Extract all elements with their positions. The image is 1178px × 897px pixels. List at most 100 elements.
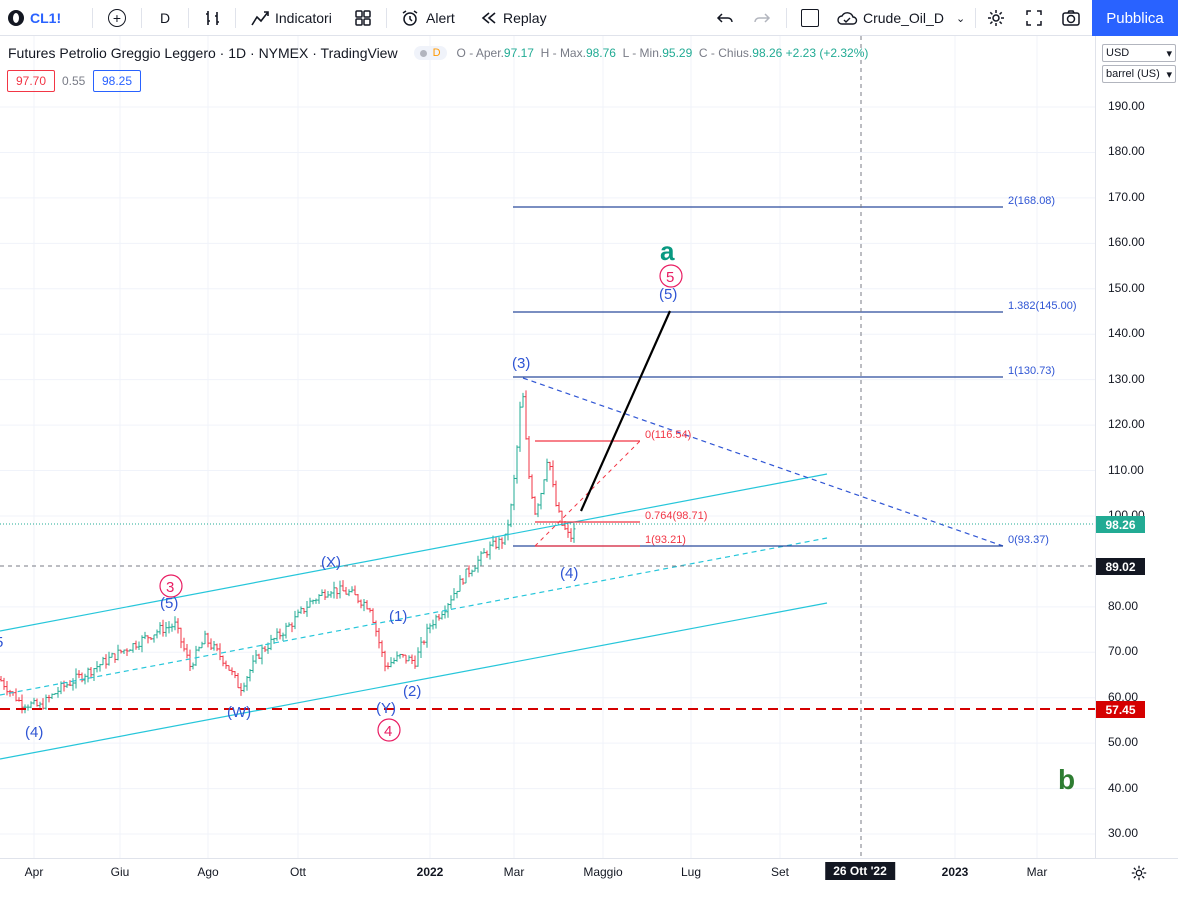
price-tick-label: 190.00 [1108, 99, 1145, 113]
price-axis[interactable] [1095, 36, 1178, 858]
fib-label-0: 0(93.37) [1008, 534, 1049, 546]
replay-label: Replay [503, 10, 547, 26]
wave-label-4-main: (4) [560, 565, 578, 582]
fib-label-1: 1(130.73) [1008, 365, 1055, 377]
divider [786, 8, 787, 28]
time-tick-label: Mar [503, 865, 525, 879]
chart-title[interactable]: Futures Petrolio Greggio Leggero · 1D · … [8, 45, 398, 61]
price-tick-label: 50.00 [1108, 735, 1139, 750]
alert-button[interactable]: Alert [400, 0, 455, 36]
wave-label-X: (X) [321, 554, 341, 571]
fib-inner-label-0764: 0.764(98.71) [645, 510, 707, 522]
fullscreen-layout-button[interactable] [801, 0, 819, 36]
divider [92, 8, 93, 28]
price-tick-label: 120.00 [1108, 417, 1145, 432]
chevron-down-icon: ⌄ [955, 12, 966, 25]
projection-line[interactable] [579, 310, 672, 512]
sell-price-box[interactable]: 97.70 [7, 70, 55, 92]
time-axis[interactable] [0, 858, 1178, 897]
wave-circle-3 [159, 574, 183, 598]
wave-label-W: (W) [227, 704, 251, 721]
unit-value: barrel (US) [1106, 68, 1160, 80]
fullscreen-button[interactable] [1025, 0, 1043, 36]
alert-label: Alert [426, 10, 455, 26]
fib-retracement[interactable]: 0(116.54) 0.764(98.71) 1(93.21) [534, 429, 707, 547]
wave-label-c5: 5 [666, 269, 674, 286]
high-value: 98.76 [585, 46, 616, 60]
low-label: L - Min. [622, 46, 663, 60]
fullscreen-icon [1026, 10, 1042, 26]
price-tick-label: 80.00 [1108, 598, 1139, 613]
publish-button[interactable]: Pubblica [1092, 0, 1178, 36]
bar-chart-icon [206, 11, 219, 25]
last-price-tag: 98.26 [1096, 516, 1145, 533]
wave-circle-5 [659, 264, 683, 288]
settings-button[interactable] [986, 0, 1006, 36]
fib-label-1382: 1.382(145.00) [1008, 300, 1077, 312]
trend-channel[interactable] [0, 473, 828, 760]
price-tick-label: 160.00 [1108, 235, 1145, 250]
crosshair-price-tag: 89.02 [1096, 558, 1145, 575]
time-tick-label: Maggio [583, 865, 623, 879]
interval-button[interactable]: D [160, 0, 170, 36]
undo-icon [716, 13, 733, 23]
undo-button[interactable] [716, 0, 734, 36]
divider [188, 8, 189, 28]
buy-price-box[interactable]: 98.25 [93, 70, 141, 92]
chart-type-button[interactable] [204, 0, 222, 36]
divider [141, 8, 142, 28]
fib-inner-label-1: 1(93.21) [645, 534, 686, 546]
fib-extension[interactable]: 2(168.08) 1.382(145.00) 1(130.73) 0(93.3… [513, 195, 1077, 547]
wave-label-b: b [1058, 764, 1075, 795]
redo-button[interactable] [753, 0, 771, 36]
axis-settings-button[interactable] [1130, 864, 1148, 887]
wave-labels[interactable]: (3) (4) (5) 5 a 3 (5) (X) (1) (2) (W) (Y… [0, 236, 1075, 795]
time-tick-label: Set [770, 865, 790, 879]
wave-label-edge: 5 [0, 634, 3, 651]
time-tick-label: Apr [24, 865, 44, 879]
indicators-button[interactable]: Indicatori [250, 0, 332, 36]
fib-label-2: 2(168.08) [1008, 195, 1055, 207]
chevron-down-icon: ▾ [1166, 47, 1172, 60]
symbol-name: CL1! [30, 10, 62, 26]
time-tick-label: Giu [110, 865, 130, 879]
time-tick-label: 2022 [416, 865, 444, 879]
layout-name: Crude_Oil_D [863, 10, 944, 26]
chevron-down-icon: ▾ [1166, 68, 1172, 81]
change-value: +2.23 (+2.32%) [785, 46, 869, 60]
channel-upper-line [0, 473, 828, 632]
templates-button[interactable] [354, 0, 372, 36]
time-tick-label: Ott [289, 865, 307, 879]
price-tick-label: 110.00 [1108, 462, 1144, 477]
price-bars [0, 390, 576, 714]
currency-value: USD [1106, 47, 1130, 59]
price-tick-label: 180.00 [1108, 144, 1145, 159]
gear-icon [988, 10, 1004, 26]
wave-label-Y: (Y) [376, 700, 396, 717]
chart-legend: Futures Petrolio Greggio Leggero · 1D · … [8, 45, 868, 61]
plus-circle-icon: + [108, 9, 126, 27]
interval-label: D [160, 10, 171, 26]
compare-button[interactable]: + [108, 0, 126, 36]
replay-button[interactable]: Replay [480, 0, 547, 36]
chart-grid [0, 36, 1095, 858]
ohlc-values: O - Aper.97.17 H - Max.98.76 L - Min.95.… [457, 46, 869, 60]
currency-select[interactable]: USD ▾ [1102, 44, 1176, 62]
gear-icon [1131, 865, 1147, 881]
divider [386, 8, 387, 28]
screenshot-button[interactable] [1061, 0, 1081, 36]
close-value: 98.26 [752, 46, 783, 60]
divider [235, 8, 236, 28]
indicators-label: Indicatori [275, 10, 332, 26]
downtrend-line[interactable] [522, 377, 1004, 547]
symbol-logo-icon [8, 10, 24, 26]
layout-menu[interactable]: Crude_Oil_D ⌄ [836, 0, 965, 36]
data-status-badge[interactable]: D [413, 46, 447, 60]
time-tick-label: Ago [197, 865, 219, 879]
symbol-search[interactable]: CL1! [8, 0, 61, 36]
divider [975, 8, 976, 28]
unit-select[interactable]: barrel (US) ▾ [1102, 65, 1176, 83]
fib-inner-trend [534, 440, 641, 547]
wave-label-c4: 4 [384, 723, 392, 740]
